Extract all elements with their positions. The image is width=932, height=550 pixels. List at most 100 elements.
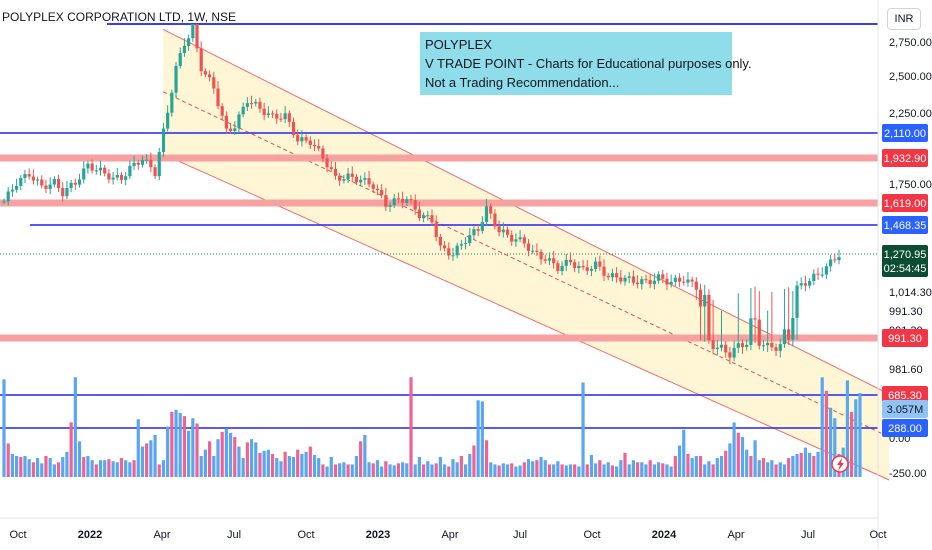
candle-body — [589, 269, 594, 271]
x-tick-label: Oct — [297, 529, 314, 541]
volume-bar — [803, 447, 808, 477]
candle-body — [459, 244, 463, 246]
levels-layer — [0, 23, 878, 429]
candle-body — [195, 24, 199, 49]
candle-body — [505, 229, 510, 235]
annotation-note: POLYPLEX V TRADE POINT - Charts for Educ… — [420, 32, 752, 95]
candle-body — [514, 239, 518, 242]
candle-body — [640, 279, 644, 285]
volume-bar — [577, 466, 581, 477]
candle-body — [363, 178, 367, 180]
candle-body — [338, 175, 342, 181]
candle-body — [48, 184, 52, 189]
currency-button[interactable]: INR — [887, 8, 921, 30]
candle-body — [820, 274, 824, 276]
lightning-glyph — [837, 458, 844, 471]
volume-bar — [270, 453, 275, 477]
level-tag: 991.30 — [888, 333, 922, 345]
volume-bar — [753, 440, 757, 477]
volume-bar — [6, 443, 10, 477]
volume-bar — [254, 442, 258, 477]
candle-body — [656, 274, 661, 281]
volume-bar — [829, 407, 833, 477]
volume-bar — [598, 460, 602, 477]
candle-body — [480, 221, 484, 231]
candle-body — [652, 280, 656, 284]
volume-bar — [388, 464, 392, 477]
volume-bar — [128, 462, 132, 477]
x-tick-label: Jul — [227, 529, 241, 541]
candle-body — [224, 115, 228, 129]
volume-bar — [136, 419, 140, 477]
candle-body — [547, 258, 552, 261]
candle-body — [132, 162, 136, 166]
y-tick-label: 991.30 — [889, 306, 923, 318]
candle-body — [694, 281, 698, 290]
candle-body — [262, 108, 266, 116]
candle-body — [304, 137, 308, 141]
y-tick-label: 2,250.00 — [889, 108, 932, 120]
volume-bar — [65, 451, 69, 477]
candle-body — [526, 243, 531, 251]
candle-body — [455, 245, 459, 256]
volume-bar — [426, 461, 430, 477]
candle-body — [187, 38, 191, 46]
volume-bar — [245, 442, 249, 477]
candle-body — [233, 128, 237, 131]
volume-bar — [833, 418, 837, 477]
volume-bar — [845, 380, 849, 477]
candle-body — [824, 266, 829, 275]
candle-body — [740, 343, 745, 348]
candle-body — [531, 250, 535, 252]
candle-body — [124, 176, 128, 180]
volume-bar — [644, 464, 648, 477]
volume-bar — [556, 461, 560, 477]
volume-bar — [455, 462, 459, 477]
level-tag: 1,932.90 — [884, 153, 927, 165]
volume-bar — [766, 462, 770, 477]
candle-body — [795, 285, 799, 318]
candle-body — [145, 159, 149, 161]
volume-bar — [166, 426, 170, 477]
candle-body — [736, 343, 740, 348]
volume-bar — [682, 429, 686, 477]
volume-bar — [535, 460, 539, 477]
candle-body — [166, 112, 170, 129]
candle-body — [610, 273, 615, 278]
candle-body — [698, 289, 703, 307]
volume-bar — [770, 460, 774, 477]
candle-body — [249, 103, 254, 105]
level-band — [0, 334, 878, 342]
candle-body — [321, 148, 325, 159]
volume-bar — [677, 445, 682, 477]
candle-body — [44, 185, 48, 189]
candle-body — [598, 261, 602, 267]
level-tag: 2,110.00 — [884, 128, 926, 140]
volume-bar — [300, 453, 304, 477]
candle-body — [325, 158, 329, 168]
candle-body — [493, 213, 497, 227]
volume-bar — [703, 464, 707, 477]
x-tick-label: Jul — [513, 529, 527, 541]
volume-bar — [325, 466, 329, 477]
candle-body — [388, 205, 392, 207]
x-tick-label: Oct — [583, 529, 600, 541]
candle-body — [149, 159, 153, 168]
volume-bar — [107, 459, 111, 477]
candle-body — [182, 45, 187, 54]
candle-body — [308, 140, 312, 145]
volume-bar — [90, 460, 94, 477]
volume-bar — [791, 456, 795, 477]
volume-bar — [48, 458, 52, 477]
volume-bar — [610, 465, 615, 477]
volume-bar — [619, 460, 623, 477]
volume-tag-bg — [882, 400, 928, 418]
candle-body — [677, 277, 682, 282]
volume-bar — [816, 451, 820, 477]
volume-bar — [552, 464, 556, 477]
volume-bar — [258, 452, 262, 477]
symbol-title: POLYPLEX CORPORATION LTD, 1W, NSE — [2, 10, 237, 24]
volume-bar — [187, 430, 191, 477]
level-tag-bg — [882, 419, 928, 437]
